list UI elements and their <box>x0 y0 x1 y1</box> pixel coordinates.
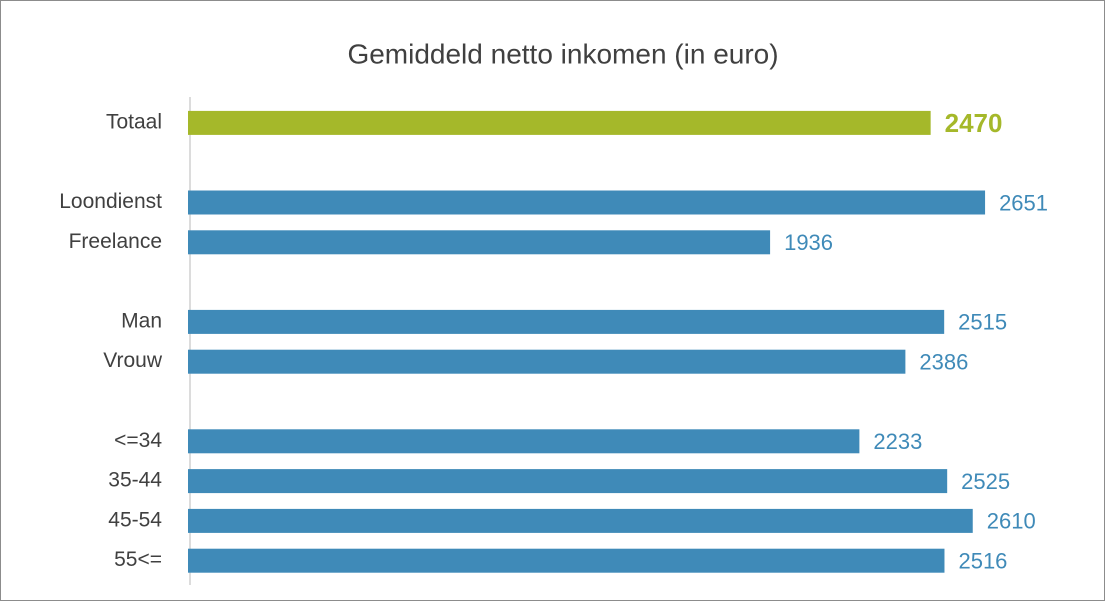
category-label: Man <box>121 309 162 332</box>
value-label: 2515 <box>958 310 1007 335</box>
value-label: 2470 <box>945 108 1003 138</box>
category-label: 55<= <box>114 548 162 571</box>
value-label: 2610 <box>987 509 1036 534</box>
bar <box>188 349 906 374</box>
bar <box>188 469 948 494</box>
category-label: Loondienst <box>59 190 162 213</box>
category-label: Totaal <box>106 110 162 133</box>
category-label: Vrouw <box>103 349 163 372</box>
chart-title: Gemiddeld netto inkomen (in euro) <box>347 38 778 69</box>
bar <box>188 429 860 454</box>
value-label: 2233 <box>873 429 922 454</box>
bar <box>188 190 986 215</box>
bar <box>188 309 945 334</box>
category-label: 45-54 <box>108 508 162 531</box>
value-label: 2516 <box>958 549 1007 574</box>
category-label: <=34 <box>114 429 162 452</box>
value-label: 2651 <box>999 190 1048 215</box>
bar <box>188 230 771 255</box>
value-label: 2525 <box>961 469 1010 494</box>
value-label: 1936 <box>784 230 833 255</box>
value-label: 2386 <box>919 350 968 375</box>
bar <box>188 548 945 573</box>
category-label: 35-44 <box>108 469 162 492</box>
category-label: Freelance <box>69 230 162 253</box>
bar <box>188 110 931 135</box>
bar <box>188 508 973 533</box>
